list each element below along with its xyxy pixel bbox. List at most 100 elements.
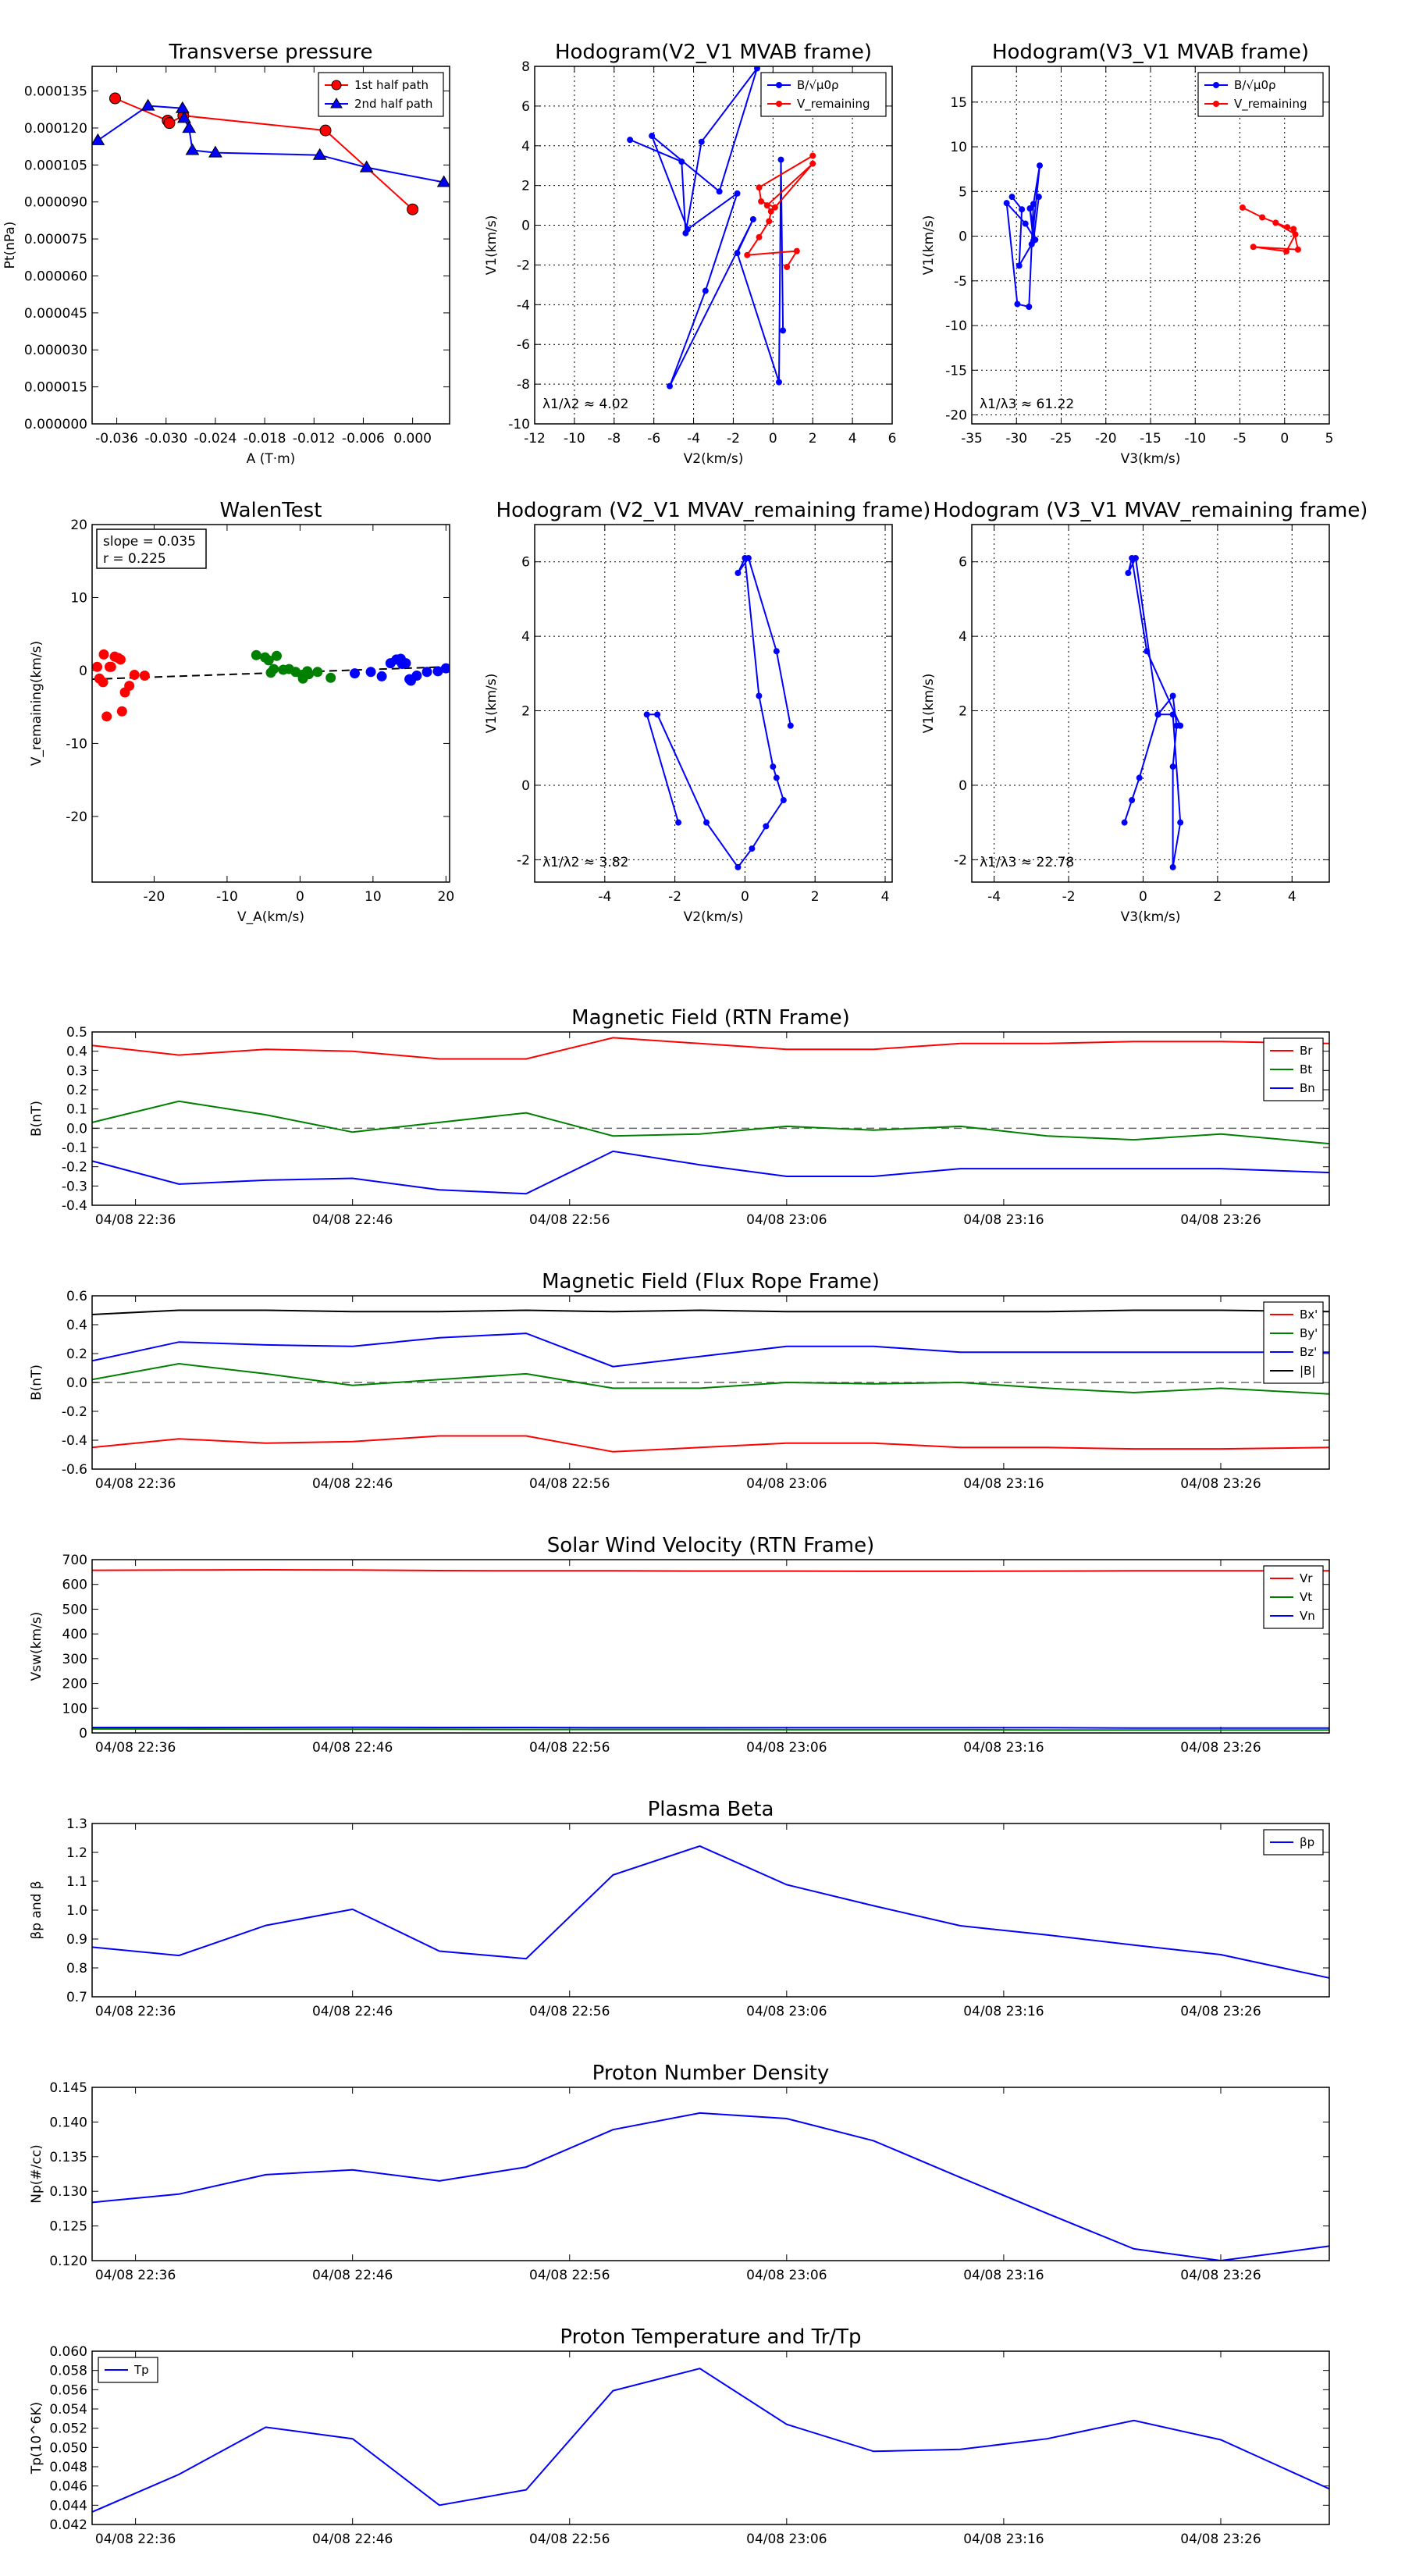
- data-point: [1026, 205, 1033, 212]
- x-tick-label: -10: [216, 889, 238, 905]
- y-tick-label: 0.048: [49, 2460, 87, 2475]
- data-point: [654, 711, 661, 718]
- data-point: [675, 819, 682, 826]
- y-tick-label: 0.046: [49, 2479, 87, 2495]
- data-point: [319, 124, 332, 137]
- legend-label: Tp: [133, 2363, 149, 2377]
- data-point: [1284, 224, 1291, 231]
- y-tick-label: -0.4: [62, 1433, 87, 1449]
- data-point: [302, 666, 313, 677]
- plot-frame: [91, 2087, 1330, 2261]
- x-tick-label: -0.036: [95, 431, 138, 447]
- y-tick-label: 0.042: [49, 2517, 87, 2533]
- legend-box: [1197, 72, 1324, 117]
- data-point: [1239, 204, 1246, 211]
- data-point: [1259, 214, 1266, 221]
- plot-frame: [91, 1559, 1330, 1734]
- legend: Br Bt Bn: [1263, 1037, 1324, 1101]
- data-point: [113, 653, 124, 664]
- y-tick-label: -15: [945, 363, 967, 379]
- stats-text: r = 0.225: [103, 551, 166, 567]
- data-point: [92, 133, 105, 145]
- y-tick-label: 0: [79, 1726, 87, 1742]
- x-tick-label: -6: [647, 431, 660, 447]
- x-tick-label: 0: [741, 889, 749, 905]
- legend-box: [1263, 1301, 1324, 1384]
- y-tick-label: 6: [521, 555, 530, 571]
- data-point: [1177, 819, 1184, 826]
- data-point: [767, 208, 774, 215]
- data-point: [436, 175, 450, 187]
- y-tick-label: 0.000120: [24, 121, 87, 137]
- x-tick-label: 04/08 22:46: [312, 1212, 393, 1228]
- ratio-annotation: λ1/λ3 ≈ 61.22: [980, 397, 1074, 412]
- x-tick-label: -25: [1051, 431, 1072, 447]
- x-tick-label: -12: [524, 431, 546, 447]
- y-tick-label: 0.000015: [24, 380, 87, 396]
- data-point: [376, 671, 387, 681]
- y-tick-label: 0.4: [66, 1318, 87, 1333]
- x-tick-label: -4: [687, 431, 700, 447]
- legend-label: By': [1300, 1326, 1318, 1340]
- data-point: [312, 148, 327, 160]
- x-tick-label: 4: [1288, 889, 1297, 905]
- y-tick-label: 0.058: [49, 2364, 87, 2379]
- data-point: [809, 152, 816, 159]
- series-line: [1123, 555, 1182, 868]
- x-tick-label: -0.006: [342, 431, 385, 447]
- data-point: [1026, 304, 1033, 311]
- data-point: [1019, 206, 1026, 213]
- data-point: [777, 156, 784, 163]
- legend-label: Vr: [1300, 1571, 1313, 1585]
- x-tick-label: 04/08 22:36: [95, 1212, 176, 1228]
- y-tick-label: 0.052: [49, 2421, 87, 2437]
- data-layer: [92, 1845, 1329, 1979]
- x-tick-label: 04/08 22:46: [312, 2268, 393, 2283]
- x-tick-label: -4: [598, 889, 611, 905]
- data-point: [780, 327, 787, 334]
- data-point: [809, 160, 816, 167]
- data-point: [773, 774, 780, 781]
- y-tick-label: 6: [959, 555, 967, 571]
- legend-label: Vn: [1300, 1609, 1315, 1623]
- data-point: [643, 711, 650, 718]
- y-axis-label: Np(#/cc): [29, 2144, 44, 2203]
- data-point: [1290, 226, 1297, 233]
- x-tick-label: 04/08 23:06: [746, 1476, 827, 1492]
- plot-frame: [971, 66, 1330, 425]
- data-point: [716, 188, 723, 195]
- y-tick-label: 0.6: [66, 1289, 87, 1304]
- y-axis-label: V1(km/s): [921, 215, 937, 276]
- data-point: [92, 661, 103, 672]
- x-tick-label: 04/08 23:16: [963, 1212, 1044, 1228]
- x-tick-label: 2: [809, 431, 817, 447]
- y-tick-label: 1.0: [66, 1903, 87, 1919]
- x-tick-label: 2: [811, 889, 820, 905]
- plot-frame: [91, 1295, 1330, 1470]
- y-tick-label: -10: [66, 736, 87, 752]
- x-tick-label: 04/08 22:46: [312, 2004, 393, 2019]
- y-tick-label: 0.2: [66, 1083, 87, 1098]
- data-point: [1121, 819, 1128, 826]
- series-line: [92, 1332, 1329, 1368]
- y-tick-label: 2: [521, 704, 530, 720]
- y-tick-label: 0.9: [66, 1932, 87, 1948]
- stats-text: slope = 0.035: [103, 534, 196, 550]
- data-point: [177, 111, 191, 123]
- data-point: [744, 251, 751, 258]
- data-point: [1169, 763, 1176, 770]
- y-tick-label: -0.2: [62, 1404, 87, 1420]
- y-axis-label: V1(km/s): [484, 674, 500, 734]
- y-tick-label: 0.4: [66, 1044, 87, 1060]
- x-tick-label: -0.030: [144, 431, 187, 447]
- x-tick-label: -8: [607, 431, 621, 447]
- y-tick-label: 0: [521, 778, 530, 794]
- legend-label: βp: [1300, 1835, 1314, 1849]
- data-point: [667, 382, 674, 390]
- data-point: [263, 655, 274, 666]
- data-point: [163, 117, 176, 130]
- y-tick-label: 0.000135: [24, 84, 87, 100]
- x-tick-label: 04/08 22:36: [95, 2268, 176, 2283]
- series-line: [92, 1726, 1329, 1729]
